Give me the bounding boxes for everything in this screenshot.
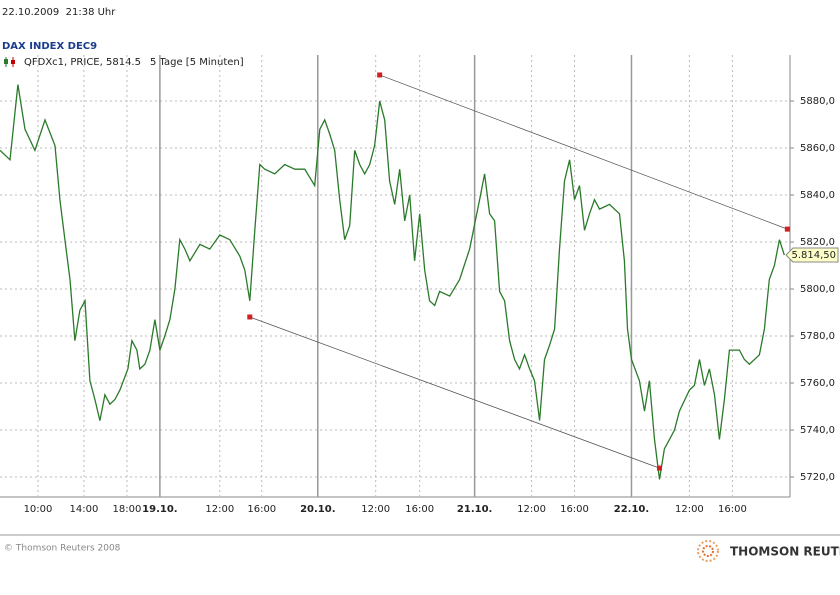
x-tick-label: 16:00	[405, 504, 434, 515]
trend-anchor	[247, 314, 253, 320]
x-tick-label: 12:00	[517, 504, 546, 515]
trend-anchor	[656, 465, 662, 471]
x-tick-label: 20.10.	[300, 504, 335, 515]
trend-line	[249, 316, 660, 469]
y-tick-label: 5860,0	[800, 143, 835, 154]
x-tick-label: 12:00	[361, 504, 390, 515]
y-tick-label: 5760,0	[800, 378, 835, 389]
chart-subtitle: 5 Tage [5 Minuten]	[150, 57, 244, 68]
legend-entry: QFDXc1, PRICE, 5814.5	[24, 57, 141, 68]
grid	[0, 55, 790, 497]
y-tick-label: 5800,0	[800, 284, 835, 295]
trend-anchor	[377, 72, 383, 78]
x-tick-label: 10:00	[24, 504, 53, 515]
y-tick-label: 5880,0	[800, 96, 835, 107]
x-tick-label: 14:00	[70, 504, 99, 515]
x-tick-label: 16:00	[560, 504, 589, 515]
price-line	[0, 84, 785, 480]
x-tick-label: 16:00	[718, 504, 747, 515]
trend-line	[379, 74, 788, 230]
logo-mark	[697, 540, 719, 562]
copyright: © Thomson Reuters 2008	[4, 544, 121, 554]
x-tick-label: 12:00	[205, 504, 234, 515]
timestamp: 22.10.2009 21:38 Uhr	[2, 7, 116, 18]
x-tick-label: 21.10.	[457, 504, 492, 515]
last-price-tag	[785, 247, 839, 263]
logo-text: THOMSON REUTERS	[730, 545, 840, 559]
y-tick-label: 5780,0	[800, 331, 835, 342]
x-tick-label: 18:00	[113, 504, 142, 515]
x-tick-label: 22.10.	[614, 504, 649, 515]
instrument-title: DAX INDEX DEC9	[2, 41, 97, 52]
trend-anchor	[784, 226, 790, 232]
y-tick-label: 5820,0	[800, 237, 835, 248]
x-tick-label: 19.10.	[142, 504, 177, 515]
y-tick-label: 5840,0	[800, 190, 835, 201]
y-tick-label: 5720,0	[800, 472, 835, 483]
last-price-label: 5.814,50	[791, 250, 836, 261]
legend-icon	[4, 57, 15, 67]
x-tick-label: 16:00	[247, 504, 276, 515]
x-tick-label: 12:00	[675, 504, 704, 515]
y-tick-label: 5740,0	[800, 425, 835, 436]
